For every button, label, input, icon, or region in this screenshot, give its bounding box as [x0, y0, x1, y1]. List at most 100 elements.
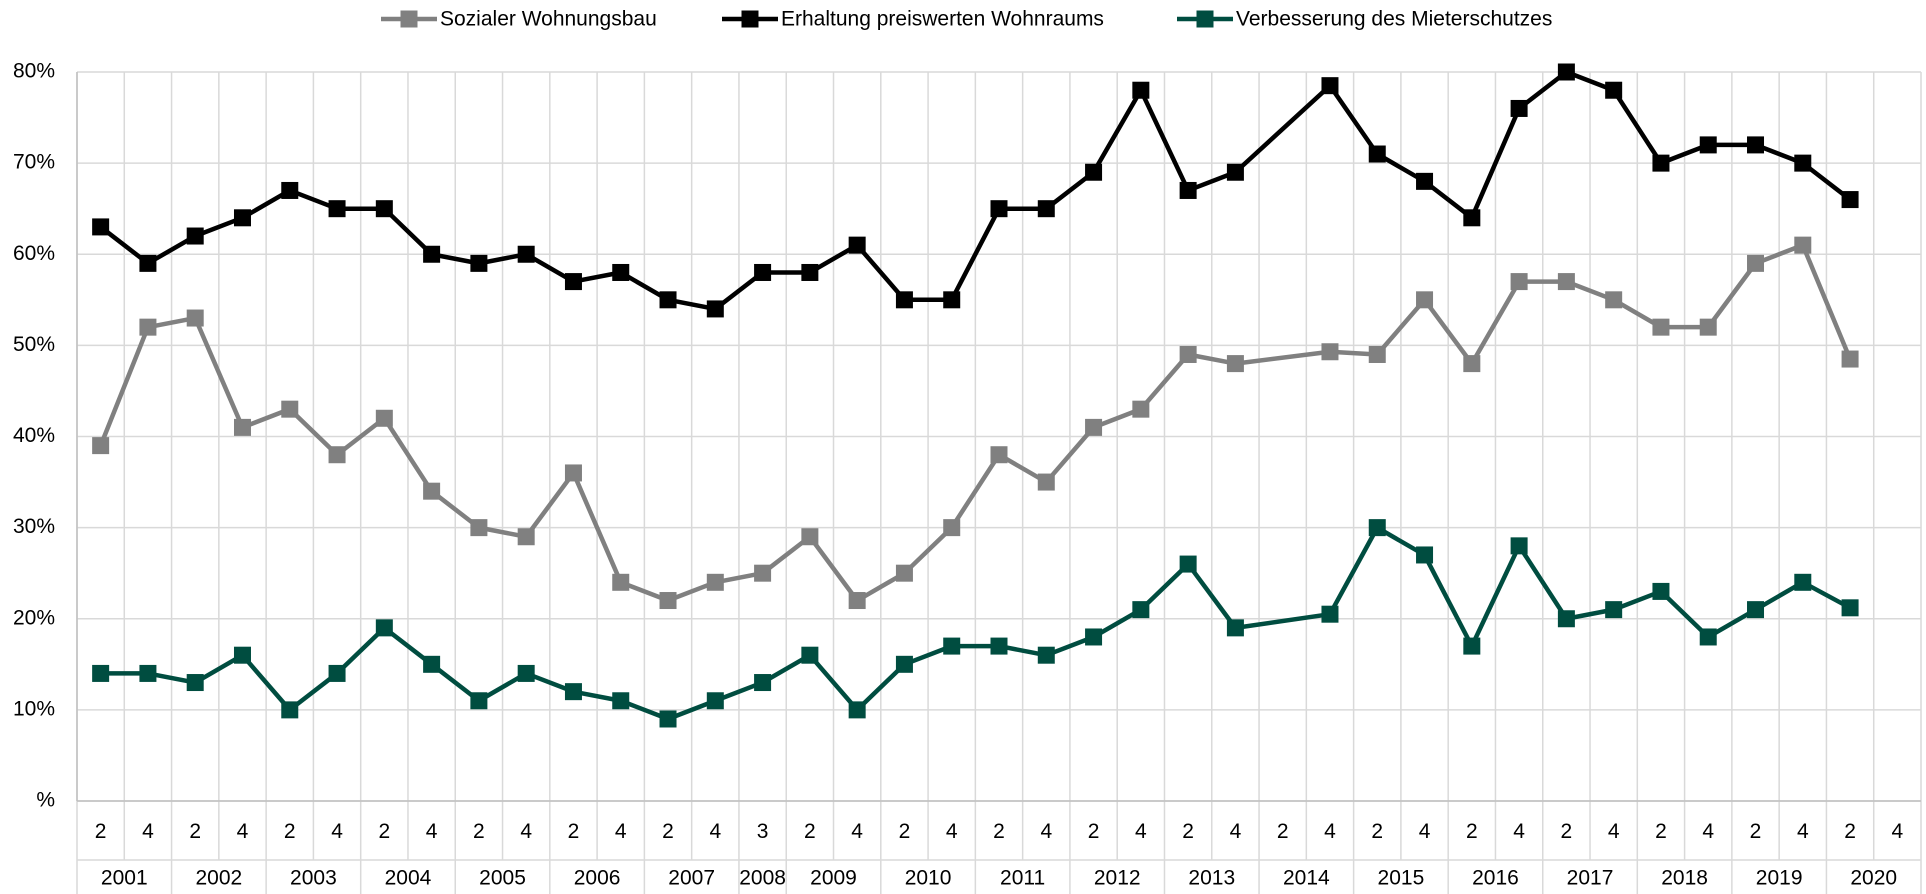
data-point [1510, 273, 1528, 291]
legend-label: Erhaltung preiswerten Wohnraums [781, 8, 1104, 31]
x-tick-label: 2 [1844, 820, 1856, 843]
x-tick-label: 4 [946, 820, 958, 843]
x-tick-label: 2 [662, 820, 674, 843]
data-point [1037, 646, 1055, 664]
data-point [1794, 573, 1812, 591]
data-point [1510, 537, 1528, 555]
data-point [470, 519, 488, 537]
data-point [139, 254, 157, 272]
group-label: 2014 [1283, 867, 1330, 890]
data-point [1557, 63, 1575, 81]
y-tick-label: 10% [13, 697, 55, 720]
group-label: 2018 [1661, 867, 1708, 890]
group-label: 2004 [385, 867, 432, 890]
y-tick-label: 50% [13, 333, 55, 356]
data-point [1368, 519, 1386, 537]
data-point [706, 692, 724, 710]
data-point [1463, 209, 1481, 227]
x-tick-label: 2 [1655, 820, 1667, 843]
data-point [186, 674, 204, 692]
group-label: 2019 [1756, 867, 1803, 890]
x-tick-label: 2 [473, 820, 485, 843]
y-tick-label: % [36, 789, 55, 812]
data-point [659, 291, 677, 309]
data-point [754, 564, 772, 582]
data-point [659, 710, 677, 728]
x-tick-label: 4 [1892, 820, 1904, 843]
group-label: 2016 [1472, 867, 1519, 890]
data-point [943, 637, 961, 655]
data-point [1794, 154, 1812, 172]
group-label: 2020 [1850, 867, 1897, 890]
data-point [895, 291, 913, 309]
data-point [1085, 628, 1103, 646]
data-point [1321, 343, 1339, 361]
data-point [1179, 345, 1197, 363]
data-point [801, 263, 819, 281]
x-tick-label: 4 [851, 820, 863, 843]
data-point [375, 200, 393, 218]
group-label: 2006 [574, 867, 621, 890]
data-point [92, 664, 110, 682]
data-point [1416, 291, 1434, 309]
data-point [423, 482, 441, 500]
group-label: 2015 [1378, 867, 1425, 890]
data-point [1747, 254, 1765, 272]
data-point [754, 263, 772, 281]
data-point [517, 528, 535, 546]
legend-marker [741, 10, 759, 28]
data-point [281, 400, 299, 418]
y-tick-label: 70% [13, 151, 55, 174]
data-point [943, 519, 961, 537]
x-tick-label: 4 [142, 820, 154, 843]
data-point [564, 683, 582, 701]
data-point [1557, 273, 1575, 291]
data-point [328, 446, 346, 464]
data-point [1605, 81, 1623, 99]
data-point [1321, 605, 1339, 623]
x-tick-label: 4 [1797, 820, 1809, 843]
data-point [92, 218, 110, 236]
data-point [1699, 318, 1717, 336]
data-point [801, 646, 819, 664]
group-label: 2012 [1094, 867, 1141, 890]
data-point [1226, 355, 1244, 373]
data-point [1368, 345, 1386, 363]
x-tick-label: 4 [1608, 820, 1620, 843]
data-point [990, 637, 1008, 655]
x-tick-label: 2 [1750, 820, 1762, 843]
x-tick-label: 4 [1135, 820, 1147, 843]
group-label: 2005 [479, 867, 526, 890]
data-point [1037, 200, 1055, 218]
data-point [281, 181, 299, 199]
x-tick-label: 2 [1561, 820, 1573, 843]
legend-label: Verbesserung des Mieterschutzes [1236, 8, 1552, 31]
data-point [1605, 601, 1623, 619]
data-point [423, 245, 441, 263]
data-point [564, 273, 582, 291]
data-point [1132, 81, 1150, 99]
group-label: 2009 [810, 867, 857, 890]
x-tick-label: 4 [1040, 820, 1052, 843]
data-point [801, 528, 819, 546]
data-point [470, 692, 488, 710]
data-point [1463, 637, 1481, 655]
data-point [186, 227, 204, 245]
data-point [1226, 619, 1244, 637]
x-tick-label: 2 [1371, 820, 1383, 843]
data-point [328, 664, 346, 682]
data-point [848, 592, 866, 610]
data-point [1179, 181, 1197, 199]
x-tick-label: 4 [1513, 820, 1525, 843]
data-point [1463, 355, 1481, 373]
x-tick-label: 2 [95, 820, 107, 843]
data-point [848, 701, 866, 719]
y-tick-label: 60% [13, 242, 55, 265]
y-tick-label: 80% [13, 60, 55, 83]
x-tick-label: 2 [1277, 820, 1289, 843]
x-tick-label: 4 [237, 820, 249, 843]
data-point [612, 573, 630, 591]
x-tick-label: 4 [1419, 820, 1431, 843]
legend-marker [1196, 10, 1214, 28]
